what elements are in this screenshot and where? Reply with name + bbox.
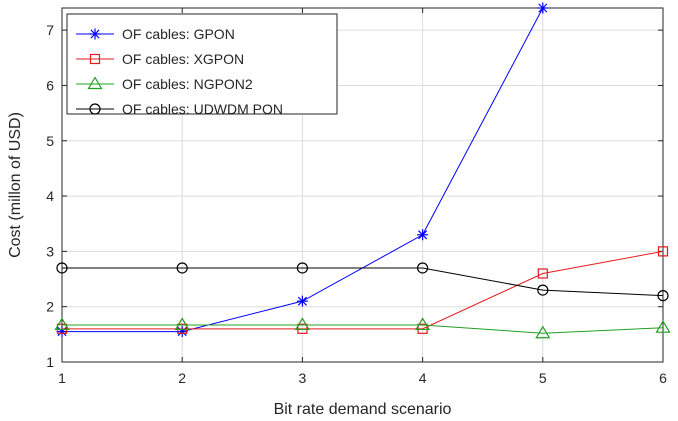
triangle-marker xyxy=(174,317,190,331)
x-tick-label: 6 xyxy=(659,370,667,386)
square-marker xyxy=(177,323,188,334)
asterisk-marker xyxy=(89,28,101,40)
series-line xyxy=(62,267,664,297)
circle-marker xyxy=(296,262,308,274)
asterisk-marker xyxy=(296,295,308,307)
square-marker xyxy=(417,323,428,334)
y-tick-label: 4 xyxy=(46,188,54,204)
plot-frame xyxy=(61,7,664,363)
legend-entry: OF cables: XGPON xyxy=(76,51,244,67)
series-asterisk xyxy=(56,2,549,338)
legend-label: OF cables: XGPON xyxy=(122,51,244,67)
legend-entry: OF cables: NGPON2 xyxy=(76,76,253,92)
axis-ticks: 1 2 3 4 5 6 1 2 3 4 5 6 7 xyxy=(46,8,667,386)
x-tick-label: 4 xyxy=(419,370,427,386)
y-tick-label: 6 xyxy=(46,77,54,93)
legend-label: OF cables: NGPON2 xyxy=(122,76,253,92)
circle-marker xyxy=(417,262,429,274)
legend-entry: OF cables: UDWDM PON xyxy=(76,101,283,117)
triangle-marker xyxy=(535,325,551,339)
circle-marker xyxy=(89,103,101,115)
y-axis-label: Cost (millon of USD) xyxy=(7,112,24,258)
legend: OF cables: GPON OF cables: XGPON OF cables… xyxy=(66,13,338,117)
x-tick-label: 5 xyxy=(539,370,547,386)
series-square xyxy=(56,246,669,334)
triangle-marker xyxy=(655,320,671,333)
square-marker xyxy=(657,246,669,257)
square-marker xyxy=(56,323,68,334)
legend-box xyxy=(66,13,338,115)
triangle-marker xyxy=(87,76,103,90)
asterisk-marker xyxy=(176,326,188,338)
series-line xyxy=(62,250,664,330)
circle-marker xyxy=(56,262,68,274)
x-tick-label: 2 xyxy=(178,370,186,386)
y-tick-label: 5 xyxy=(46,133,54,149)
square-marker xyxy=(89,53,101,65)
triangle-marker xyxy=(54,317,70,331)
y-tick-label: 7 xyxy=(46,22,54,38)
x-tick-label: 1 xyxy=(58,370,66,386)
x-axis-label: Bit rate demand scenario xyxy=(274,401,452,418)
circle-marker xyxy=(537,284,549,296)
asterisk-marker xyxy=(537,2,549,14)
series-line xyxy=(62,324,664,334)
circle-marker xyxy=(176,262,188,274)
triangle-marker xyxy=(294,317,310,331)
series-triangle xyxy=(54,317,671,339)
square-marker xyxy=(537,268,548,279)
triangle-marker xyxy=(415,317,431,331)
y-tick-label: 1 xyxy=(46,354,54,370)
series-circle xyxy=(56,262,669,302)
asterisk-marker xyxy=(56,326,68,338)
legend-label: OF cables: UDWDM PON xyxy=(122,101,283,117)
square-marker xyxy=(297,323,308,334)
y-tick-label: 3 xyxy=(46,243,54,259)
y-tick-label: 2 xyxy=(46,299,54,315)
legend-label: OF cables: GPON xyxy=(122,26,235,42)
asterisk-marker xyxy=(417,229,429,241)
circle-marker xyxy=(657,290,669,302)
legend-entry: OF cables: GPON xyxy=(76,26,235,42)
series-group xyxy=(54,2,671,339)
x-tick-label: 3 xyxy=(299,370,307,386)
